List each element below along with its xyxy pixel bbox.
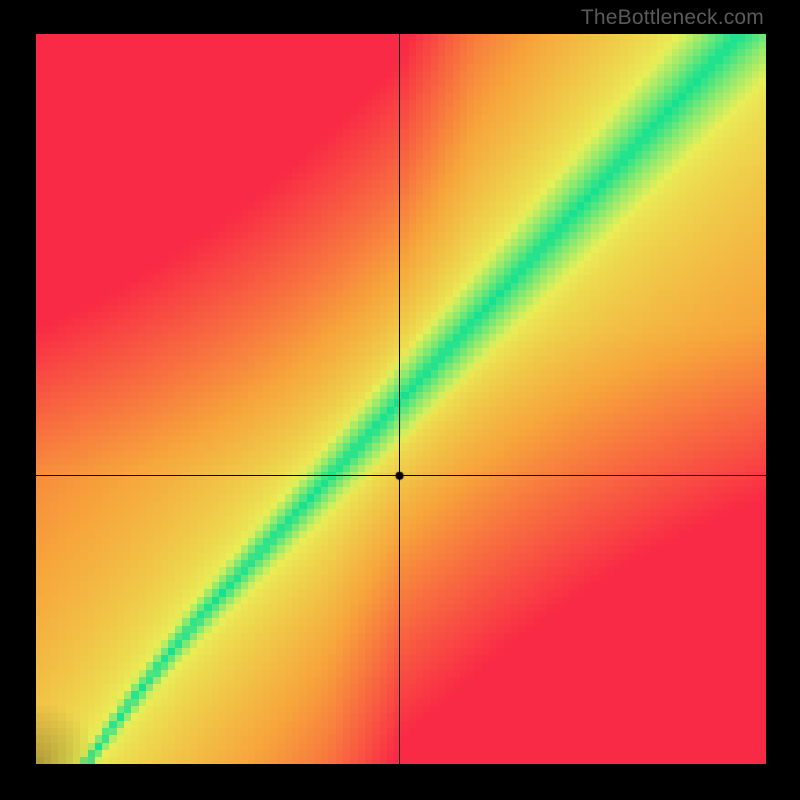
- watermark-label: TheBottleneck.com: [581, 6, 764, 30]
- figure-container: TheBottleneck.com: [0, 0, 800, 800]
- crosshair-vertical: [399, 34, 400, 764]
- crosshair-horizontal: [36, 475, 766, 476]
- bottleneck-heatmap: [36, 34, 766, 764]
